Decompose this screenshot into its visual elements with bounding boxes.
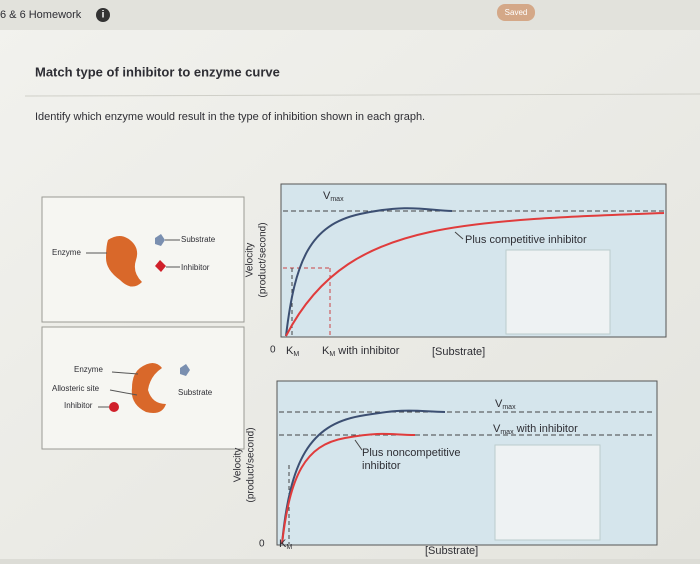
x-axis-label: [Substrate]	[425, 545, 478, 557]
curve-inhibited	[285, 212, 665, 337]
enzyme-shape	[131, 363, 166, 413]
leader	[109, 389, 138, 396]
km-label: KM	[279, 538, 292, 551]
info-icon[interactable]	[96, 8, 110, 22]
substrate-shape	[180, 364, 190, 376]
drop-target[interactable]	[505, 249, 611, 335]
curve-inhibited	[281, 432, 416, 545]
origin-label: 0	[259, 539, 265, 550]
origin-label: 0	[270, 345, 276, 356]
label-main: K	[322, 345, 330, 357]
vmax-inhibitor-label: Vmax with inhibitor	[493, 423, 578, 436]
inhibitor-shape	[109, 402, 119, 412]
label-rest: with inhibitor	[514, 423, 579, 435]
y-axis-label: Velocity	[233, 448, 244, 482]
inhibitor-shape	[155, 260, 166, 272]
label-substrate: Substrate	[181, 235, 216, 244]
label-main: V	[493, 423, 501, 435]
question-title: Match type of inhibitor to enzyme curve	[35, 64, 280, 79]
enzyme-card[interactable]	[41, 196, 245, 323]
label-allosteric-site: Allosteric site	[52, 384, 100, 393]
enzyme-shape	[106, 236, 142, 287]
label-sub: M	[293, 351, 299, 358]
label-rest: with inhibitor	[335, 345, 400, 357]
label-sub: max	[500, 429, 514, 436]
assignment-title: 6 & 6 Homework	[0, 9, 82, 21]
label-sub: M	[286, 544, 292, 551]
curve-label: Plus competitive inhibitor	[465, 234, 587, 246]
label-main: K	[279, 538, 287, 550]
top-bar	[0, 0, 700, 30]
label-enzyme: Enzyme	[74, 365, 103, 374]
status: Saved	[505, 8, 528, 17]
curve-normal	[285, 207, 453, 337]
leader	[454, 231, 464, 240]
divider	[24, 93, 700, 97]
label-enzyme: Enzyme	[52, 248, 81, 257]
curve-label: inhibitor	[362, 460, 401, 472]
y-axis-unit: (product/second)	[258, 222, 269, 297]
y-axis-unit: (product/second)	[246, 427, 257, 502]
curve-label: Plus noncompetitive	[362, 447, 460, 459]
label-main: K	[286, 345, 294, 357]
curve-normal	[281, 409, 446, 545]
leader	[111, 371, 139, 375]
label-inhibitor: Inhibitor	[181, 263, 210, 272]
km-inhibitor-label: KM with inhibitor	[322, 345, 400, 358]
label-main: V	[495, 398, 503, 410]
label-substrate: Substrate	[178, 388, 213, 397]
substrate-shape	[155, 234, 165, 246]
status-pill	[497, 4, 535, 21]
label-sub: max	[330, 196, 344, 203]
label-inhibitor: Inhibitor	[64, 401, 93, 410]
vmax-label: Vmax	[323, 190, 344, 203]
vmax-label: Vmax	[495, 398, 516, 411]
leader	[354, 439, 363, 451]
x-axis-label: [Substrate]	[432, 346, 485, 358]
km-label: KM	[286, 345, 299, 358]
drop-target[interactable]	[494, 444, 601, 541]
label-sub: max	[502, 404, 516, 411]
y-axis-label: Velocity	[245, 243, 256, 277]
info-glyph: i	[102, 10, 105, 21]
instruction: Identify which enzyme would result in th…	[35, 111, 425, 123]
label-main: V	[323, 190, 331, 202]
label-sub: M	[329, 351, 335, 358]
